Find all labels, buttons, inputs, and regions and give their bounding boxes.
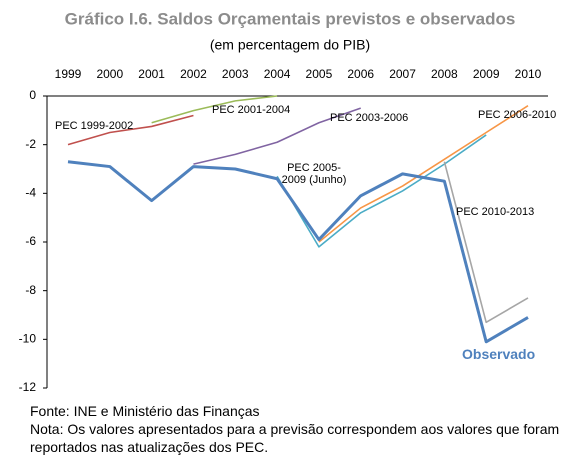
series-label: Observado [462, 346, 536, 362]
y-tick-label: 0 [29, 88, 36, 102]
chart-title: Gráfico I.6. Saldos Orçamentais previsto… [65, 9, 516, 28]
y-tick-label: -10 [19, 332, 37, 346]
x-tick-label: 2007 [389, 67, 416, 81]
source: Fonte: INE e Ministério das Finanças [30, 403, 260, 419]
x-tick-label: 2001 [138, 67, 165, 81]
y-tick-label: -4 [25, 186, 36, 200]
x-tick-label: 2006 [347, 67, 374, 81]
x-tick-label: 2010 [515, 67, 542, 81]
x-tick-label: 2004 [264, 67, 291, 81]
series-label: PEC 2006-2010 [478, 109, 557, 121]
series-label: PEC 2001-2004 [212, 104, 291, 116]
x-tick-label: 2009 [473, 67, 500, 81]
x-tick-label: 2000 [96, 67, 123, 81]
y-tick-label: -2 [25, 137, 36, 151]
x-tick-label: 2008 [431, 67, 458, 81]
x-tick-label: 1999 [55, 67, 82, 81]
series-label: PEC 2003-2006 [330, 112, 409, 124]
series-line [67, 160, 529, 344]
series-label: PEC 2010-2013 [456, 206, 535, 218]
series-line [193, 107, 361, 165]
x-tick-label: 2002 [180, 67, 207, 81]
y-tick-label: -12 [19, 380, 37, 394]
series-label: PEC 2005-2009 (Junho) [281, 162, 347, 186]
x-tick-label: 2003 [222, 67, 249, 81]
chart-subtitle: (em percentagem do PIB) [210, 37, 370, 53]
series-line [443, 161, 529, 324]
x-tick-label: 2005 [306, 67, 333, 81]
footer: Fonte: INE e Ministério das Finanças Not… [30, 402, 575, 456]
y-tick-label: -6 [25, 234, 36, 248]
series-line [276, 134, 487, 248]
y-tick-label: -8 [25, 283, 36, 297]
series-line [151, 95, 278, 124]
note: Nota: Os valores apresentados para a pre… [30, 421, 560, 455]
series-line [318, 105, 529, 243]
series-label: PEC 1999-2002 [55, 120, 134, 132]
series-line [67, 114, 194, 146]
